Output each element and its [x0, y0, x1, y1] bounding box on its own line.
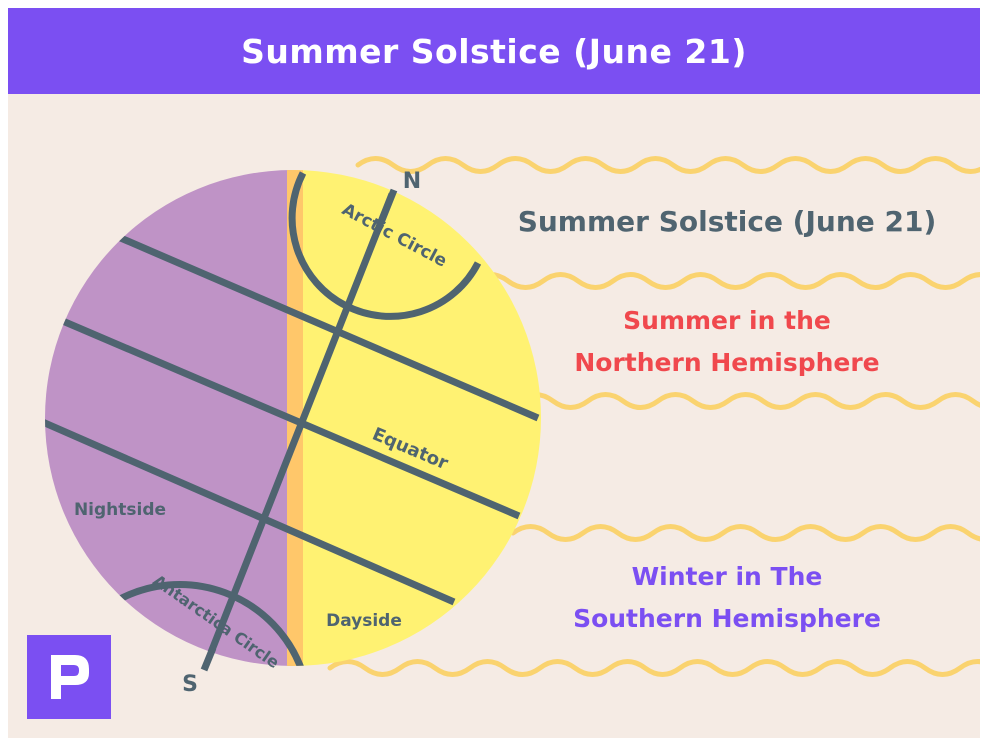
- brand-logo: [27, 635, 111, 719]
- earth-axis: [204, 192, 396, 662]
- p-logo-icon: [51, 655, 89, 699]
- earth-globe: [45, 170, 541, 666]
- sun-ray-wave: [355, 156, 980, 174]
- page-title: Summer Solstice (June 21): [241, 31, 747, 71]
- equator-line: [56, 315, 521, 520]
- dayside-half: [293, 170, 541, 666]
- northern-line-1: Summer in the: [623, 306, 831, 335]
- antarctic-circle-arc: [116, 580, 305, 666]
- nightside-label: Nightside: [74, 500, 166, 520]
- axis-north-tip: [378, 188, 398, 222]
- latitude-line: [114, 232, 540, 422]
- solstice-diagram: N S Arctic Circle Antarctica Circle Equa…: [45, 156, 980, 697]
- dayside-label: Dayside: [326, 611, 402, 631]
- arctic-circle-arc: [288, 171, 482, 320]
- infographic-frame: Summer Solstice (June 21): [8, 8, 980, 738]
- info-title: Summer Solstice (June 21): [518, 205, 937, 238]
- header-banner: Summer Solstice (June 21): [8, 8, 980, 94]
- sun-ray-wave: [515, 392, 980, 410]
- sun-ray-wave: [327, 659, 980, 677]
- southern-line-2: Southern Hemisphere: [573, 604, 881, 633]
- northern-line-2: Northern Hemisphere: [574, 348, 879, 377]
- nightside-half: [45, 170, 293, 666]
- sun-ray-wave: [470, 272, 980, 290]
- south-pole-label: S: [182, 672, 198, 697]
- southern-line-1: Winter in The: [632, 562, 823, 591]
- axis-south-tip: [200, 646, 217, 672]
- latitude-line: [45, 416, 456, 606]
- sun-ray-wave: [510, 524, 980, 542]
- north-pole-label: N: [403, 169, 421, 194]
- sun-rays: [327, 156, 980, 677]
